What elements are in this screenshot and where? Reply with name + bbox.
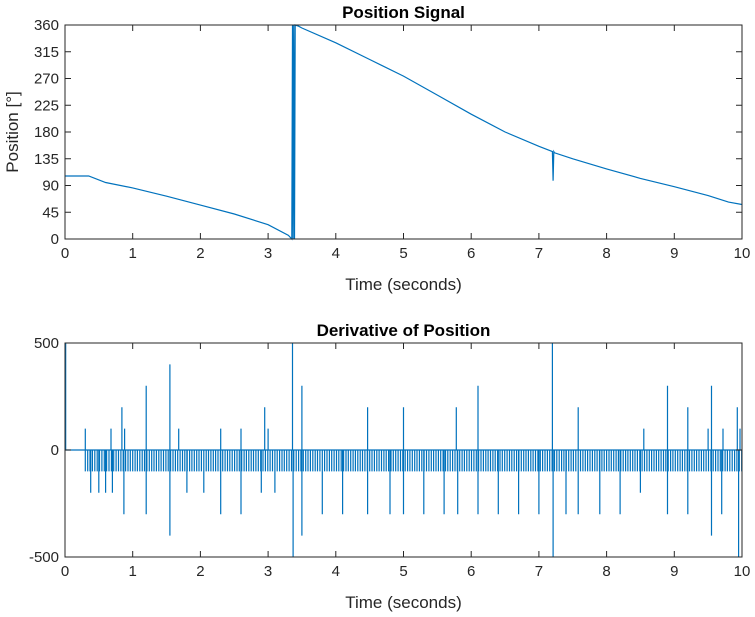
chart-title: Position Signal xyxy=(342,3,465,22)
x-tick-label: 0 xyxy=(61,563,69,580)
y-tick-label: 0 xyxy=(51,442,59,459)
x-tick-label: 7 xyxy=(535,563,543,580)
x-tick-label: 0 xyxy=(61,245,69,262)
chart-title: Derivative of Position xyxy=(317,321,491,340)
x-tick-label: 2 xyxy=(196,563,204,580)
x-tick-label: 9 xyxy=(670,563,678,580)
y-tick-label: 180 xyxy=(34,124,59,141)
axes-box xyxy=(64,24,743,240)
x-tick-label: 5 xyxy=(399,563,407,580)
series-line xyxy=(65,343,743,557)
series-line xyxy=(65,24,743,241)
y-tick-label: 45 xyxy=(42,204,59,221)
x-axis-label: Time (seconds) xyxy=(345,593,462,612)
y-tick-label: 0 xyxy=(51,231,59,248)
x-tick-label: 5 xyxy=(399,245,407,262)
y-tick-label: 135 xyxy=(34,151,59,168)
x-tick-label: 2 xyxy=(196,245,204,262)
x-tick-label: 4 xyxy=(332,245,340,262)
x-tick-label: 6 xyxy=(467,245,475,262)
x-axis-label: Time (seconds) xyxy=(345,275,462,294)
chart-panel-1: 0 1 2 3 4 5 6 7 8 9 1004590135180225270315360Posit… xyxy=(3,3,750,294)
y-tick-label: 90 xyxy=(42,178,59,195)
x-tick-label: 4 xyxy=(332,563,340,580)
x-tick-label: 10 xyxy=(734,563,751,580)
x-tick-label: 10 xyxy=(734,245,751,262)
y-tick-label: 315 xyxy=(34,44,59,61)
y-tick-label: 270 xyxy=(34,71,59,88)
x-tick-label: 3 xyxy=(264,563,272,580)
y-tick-label: 360 xyxy=(34,17,59,34)
x-tick-label: 8 xyxy=(602,563,610,580)
x-tick-label: 6 xyxy=(467,563,475,580)
x-tick-label: 1 xyxy=(129,245,137,262)
y-axis-label: Position [°] xyxy=(3,91,22,172)
x-tick-label: 9 xyxy=(670,245,678,262)
y-tick-label: 225 xyxy=(34,97,59,114)
x-tick-label: 7 xyxy=(535,245,543,262)
y-tick-label: -500 xyxy=(29,549,59,566)
x-tick-label: 8 xyxy=(602,245,610,262)
x-tick-label: 1 xyxy=(129,563,137,580)
y-tick-label: 500 xyxy=(34,335,59,352)
x-tick-label: 3 xyxy=(264,245,272,262)
